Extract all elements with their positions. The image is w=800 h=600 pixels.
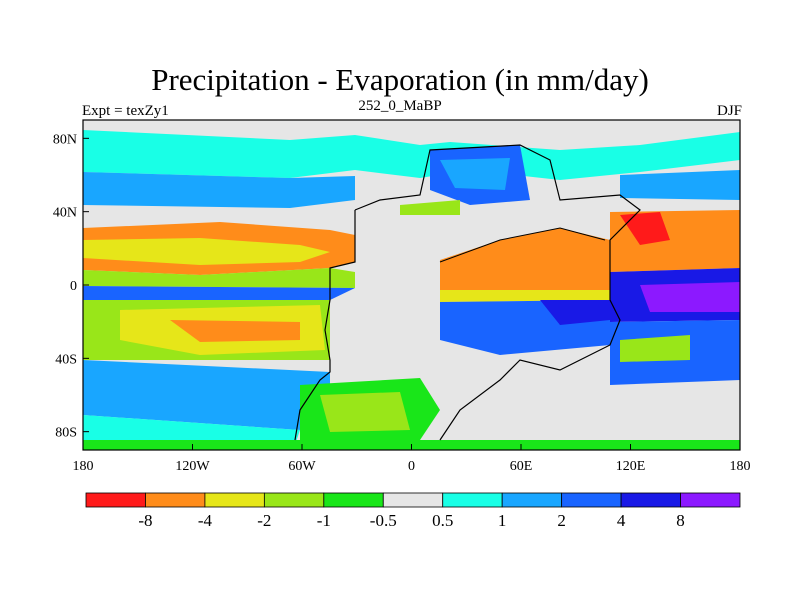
- tethys-edge-yellow: [440, 290, 610, 302]
- colorbar-label: -0.5: [370, 511, 397, 530]
- east-wet-purple: [640, 282, 740, 312]
- equatorial-green: [83, 268, 355, 288]
- colorbar-swatch: [145, 492, 206, 508]
- x-tick-label: 60W: [288, 459, 316, 474]
- south-continent-lightgreen: [320, 392, 410, 432]
- x-tick-label: 180: [730, 459, 751, 474]
- y-tick-label: 80S: [55, 426, 77, 441]
- y-axis: 80N 40N 0 40S 80S: [53, 132, 89, 441]
- colorbar-swatch: [323, 492, 384, 508]
- x-axis: 180 120W 60W 0 60E 120E 180: [73, 444, 751, 474]
- colorbar-label: -2: [257, 511, 271, 530]
- colorbar-swatch: [561, 492, 622, 508]
- colorbar-label: -1: [317, 511, 331, 530]
- band-south-blue: [83, 360, 330, 430]
- band-south-cyan: [83, 415, 300, 445]
- band-northeast: [620, 170, 740, 200]
- band-north-low: [83, 130, 740, 180]
- east-dry-red: [620, 212, 670, 245]
- colorbar-swatch: [204, 492, 265, 508]
- colorbar-swatch: [85, 492, 146, 508]
- band-north-mid: [83, 172, 355, 208]
- south-belt-orange: [170, 320, 300, 342]
- north-continent-lightblue: [440, 158, 510, 190]
- y-tick-label: 0: [70, 279, 77, 294]
- southeast-green: [620, 335, 690, 362]
- y-tick-label: 40S: [55, 352, 77, 367]
- colorbar-label: -8: [138, 511, 152, 530]
- contour-field: [83, 120, 740, 450]
- period-label: 252_0_MaBP: [358, 98, 442, 114]
- x-tick-label: 0: [408, 459, 415, 474]
- season-label: DJF: [716, 103, 742, 119]
- x-tick-label: 60E: [510, 459, 533, 474]
- colorbar: -8 -4 -2 -1 -0.5 0.5 1 2 4 8: [85, 492, 741, 530]
- colorbar-label: 1: [498, 511, 507, 530]
- west-coastline: [294, 210, 356, 441]
- itcz-blue: [83, 286, 355, 300]
- colorbar-label: 0.5: [432, 511, 453, 530]
- north-coast-green: [400, 200, 460, 215]
- colorbar-swatch: [442, 492, 503, 508]
- dry-belt-north-yellow: [83, 238, 330, 265]
- colorbar-swatch: [263, 492, 325, 508]
- colorbar-swatch: [501, 492, 563, 508]
- experiment-label: Expt = texZy1: [82, 103, 169, 119]
- colorbar-label: 4: [617, 511, 626, 530]
- tethys-coastline: [439, 227, 606, 263]
- map-title: Precipitation - Evaporation (in mm/day): [151, 62, 649, 97]
- colorbar-swatch: [680, 492, 741, 508]
- colorbar-label: 8: [676, 511, 685, 530]
- colorbar-swatch: [382, 492, 444, 508]
- x-tick-label: 120W: [175, 459, 210, 474]
- x-tick-label: 120E: [616, 459, 646, 474]
- east-coastline: [354, 144, 641, 441]
- continent-wet-darkblue: [540, 300, 610, 325]
- colorbar-label: 2: [557, 511, 566, 530]
- colorbar-label: -4: [198, 511, 213, 530]
- tethys-dry-orange: [440, 228, 610, 298]
- colorbar-swatch: [620, 492, 681, 508]
- y-tick-label: 80N: [53, 132, 77, 147]
- y-tick-label: 40N: [53, 206, 77, 221]
- x-tick-label: 180: [73, 459, 94, 474]
